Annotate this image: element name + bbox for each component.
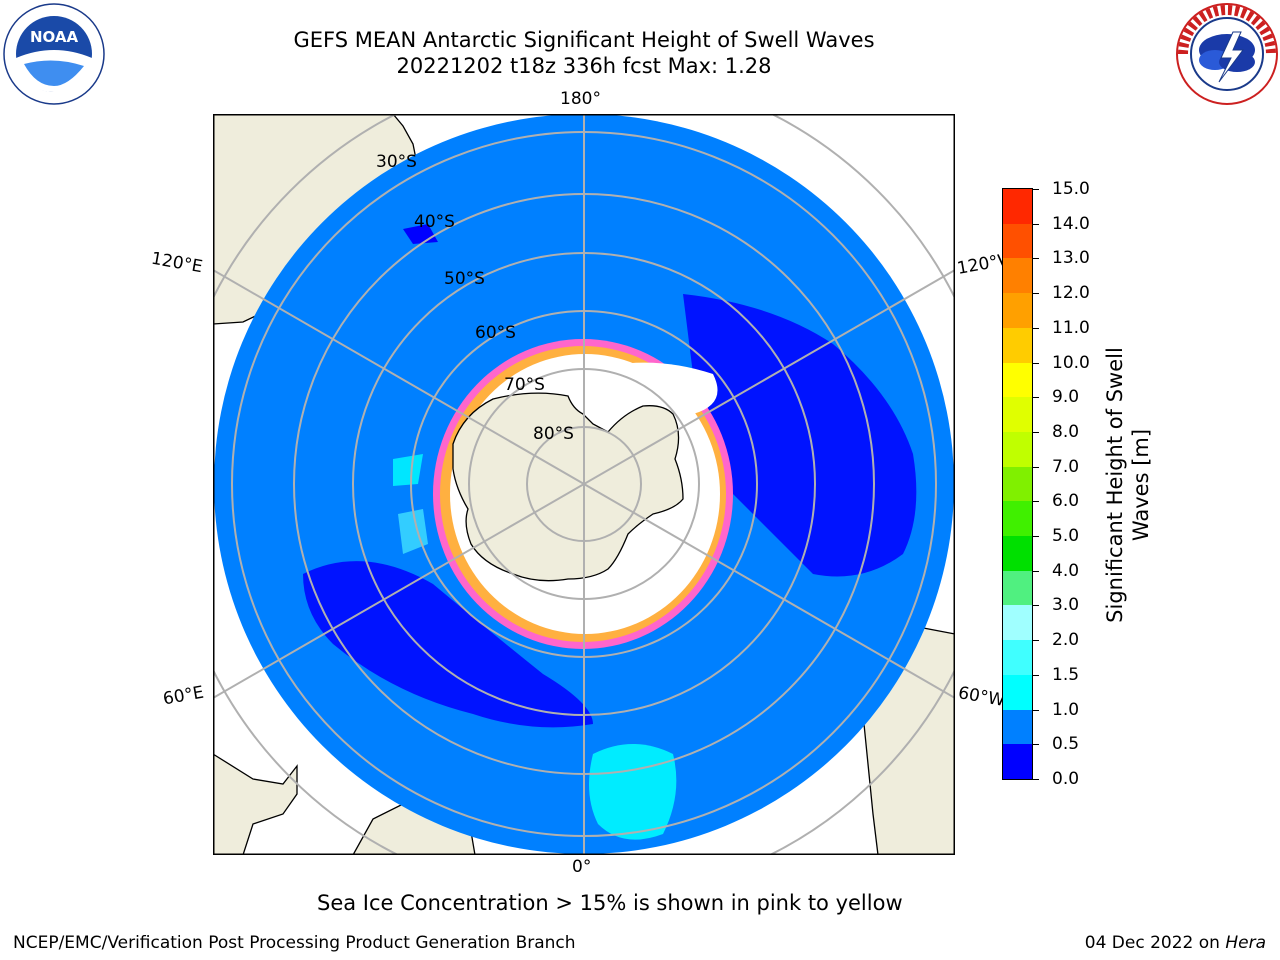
colorbar-segment: [1003, 674, 1032, 710]
colorbar-segment: [1003, 604, 1032, 641]
polar-map: [213, 114, 955, 855]
lat-label-60s: 60°S: [475, 323, 516, 343]
colorbar-title-line-1: Significant Height of Swell: [1103, 347, 1127, 623]
colorbar-tick: [1033, 570, 1039, 572]
colorbar-tick: [1033, 674, 1039, 676]
colorbar-tick-label: 10.0: [1052, 352, 1090, 373]
swell-patch-west: [393, 454, 423, 486]
colorbar-tick-label: 0.0: [1052, 769, 1080, 789]
colorbar-tick-label: 7.0: [1052, 456, 1080, 477]
colorbar-tick-label: 5.0: [1052, 526, 1080, 547]
lon-label-120e: 120°E: [149, 248, 205, 278]
lon-label-180: 180°: [560, 89, 601, 109]
colorbar-segment: [1003, 431, 1032, 467]
colorbar-tick: [1033, 605, 1039, 607]
colorbar-tick-label: 12.0: [1052, 283, 1090, 304]
colorbar-tick: [1033, 709, 1039, 711]
lon-label-60w: 60°W: [956, 683, 1007, 711]
colorbar-segment: [1003, 743, 1032, 779]
lat-label-70s: 70°S: [504, 375, 545, 395]
map-frame: [213, 114, 955, 855]
footer-date-text: 04 Dec 2022 on: [1084, 933, 1226, 953]
colorbar-segment: [1003, 327, 1032, 363]
low-swell-band-east: [683, 294, 917, 577]
colorbar-segment: [1003, 396, 1032, 432]
colorbar-segment: [1003, 223, 1032, 259]
colorbar-tick-label: 14.0: [1052, 213, 1090, 234]
colorbar-tick: [1033, 327, 1039, 329]
colorbar-tick: [1033, 501, 1039, 503]
colorbar-tick: [1033, 189, 1039, 190]
colorbar-tick: [1033, 431, 1039, 433]
lon-label-0: 0°: [572, 857, 592, 877]
title-line-2: 20221202 t18z 336h fcst Max: 1.28: [396, 54, 772, 78]
land-antarctica: [452, 392, 684, 582]
colorbar-title: Significant Height of Swell Waves [m]: [1102, 330, 1162, 640]
colorbar-segment: [1003, 362, 1032, 398]
colorbar-tick: [1033, 536, 1039, 538]
lon-label-60e: 60°E: [161, 682, 206, 710]
colorbar-tick: [1033, 397, 1039, 399]
colorbar-segment: [1003, 570, 1032, 606]
noaa-logo: NOAA: [3, 3, 105, 105]
colorbar-tick-label: 6.0: [1052, 491, 1080, 512]
colorbar-tick-label: 11.0: [1052, 317, 1090, 338]
colorbar-tick-label: 3.0: [1052, 595, 1080, 616]
footer-credit: NCEP/EMC/Verification Post Processing Pr…: [13, 933, 576, 953]
colorbar-tick: [1033, 466, 1039, 468]
colorbar-title-line-2: Waves [m]: [1129, 428, 1153, 542]
lat-label-50s: 50°S: [444, 269, 485, 289]
colorbar-tick-label: 13.0: [1052, 248, 1090, 269]
nws-logo: [1176, 3, 1278, 105]
colorbar-tick-label: 1.0: [1052, 699, 1080, 720]
lat-label-30s: 30°S: [376, 152, 417, 172]
colorbar-tick-label: 2.0: [1052, 630, 1080, 651]
colorbar-tick: [1033, 362, 1039, 364]
footer-date: 04 Dec 2022 on Hera: [1085, 933, 1266, 953]
colorbar-tick: [1033, 779, 1039, 780]
title-line-1: GEFS MEAN Antarctic Significant Height o…: [293, 28, 875, 52]
colorbar-segment: [1003, 257, 1032, 294]
lat-label-40s: 40°S: [414, 212, 455, 232]
colorbar-tick: [1033, 293, 1039, 295]
colorbar-tick-label: 8.0: [1052, 421, 1080, 442]
noaa-logo-text: NOAA: [30, 28, 79, 46]
colorbar-tick: [1033, 258, 1039, 260]
colorbar-segment: [1003, 188, 1032, 224]
graticule: [213, 114, 955, 855]
colorbar: [1002, 188, 1033, 780]
sea-ice-note: Sea Ice Concentration > 15% is shown in …: [317, 891, 903, 915]
footer-machine: Hera: [1225, 933, 1266, 953]
colorbar-tick: [1033, 640, 1039, 642]
low-swell-band-west: [303, 561, 593, 728]
colorbar-tick: [1033, 744, 1039, 746]
colorbar-segment: [1003, 639, 1032, 675]
land-africa: [213, 753, 298, 855]
colorbar-tick-label: 1.5: [1052, 664, 1080, 685]
colorbar-segment: [1003, 535, 1032, 571]
colorbar-tick-label: 15.0: [1052, 179, 1090, 199]
colorbar-tick-label: 0.5: [1052, 734, 1080, 755]
lat-label-80s: 80°S: [533, 424, 574, 444]
colorbar-tick-label: 4.0: [1052, 560, 1080, 581]
colorbar-segment: [1003, 292, 1032, 328]
swell-patch-south: [589, 744, 677, 840]
colorbar-segment: [1003, 466, 1032, 502]
colorbar-tick: [1033, 223, 1039, 225]
colorbar-segment: [1003, 500, 1032, 537]
colorbar-segment: [1003, 709, 1032, 745]
colorbar-tick-label: 9.0: [1052, 387, 1080, 408]
